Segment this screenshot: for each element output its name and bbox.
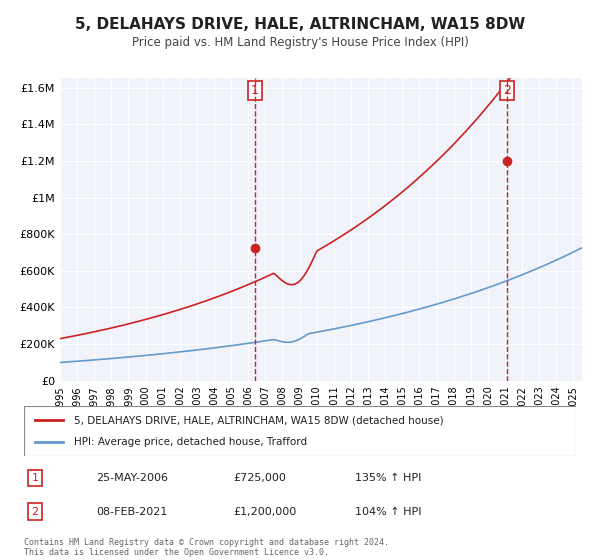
Text: 25-MAY-2006: 25-MAY-2006 xyxy=(96,473,168,483)
Text: 104% ↑ HPI: 104% ↑ HPI xyxy=(355,507,422,517)
Text: £1,200,000: £1,200,000 xyxy=(234,507,297,517)
Text: 5, DELAHAYS DRIVE, HALE, ALTRINCHAM, WA15 8DW: 5, DELAHAYS DRIVE, HALE, ALTRINCHAM, WA1… xyxy=(75,17,525,32)
Text: Contains HM Land Registry data © Crown copyright and database right 2024.
This d: Contains HM Land Registry data © Crown c… xyxy=(24,538,389,557)
Text: Price paid vs. HM Land Registry's House Price Index (HPI): Price paid vs. HM Land Registry's House … xyxy=(131,36,469,49)
Text: 135% ↑ HPI: 135% ↑ HPI xyxy=(355,473,422,483)
Text: 1: 1 xyxy=(32,473,38,483)
FancyBboxPatch shape xyxy=(24,406,576,456)
Text: HPI: Average price, detached house, Trafford: HPI: Average price, detached house, Traf… xyxy=(74,437,307,447)
Text: £725,000: £725,000 xyxy=(234,473,287,483)
Text: 5, DELAHAYS DRIVE, HALE, ALTRINCHAM, WA15 8DW (detached house): 5, DELAHAYS DRIVE, HALE, ALTRINCHAM, WA1… xyxy=(74,415,443,425)
Text: 2: 2 xyxy=(31,507,38,517)
Text: 2: 2 xyxy=(503,84,511,97)
Text: 08-FEB-2021: 08-FEB-2021 xyxy=(96,507,167,517)
Text: 1: 1 xyxy=(251,84,259,97)
